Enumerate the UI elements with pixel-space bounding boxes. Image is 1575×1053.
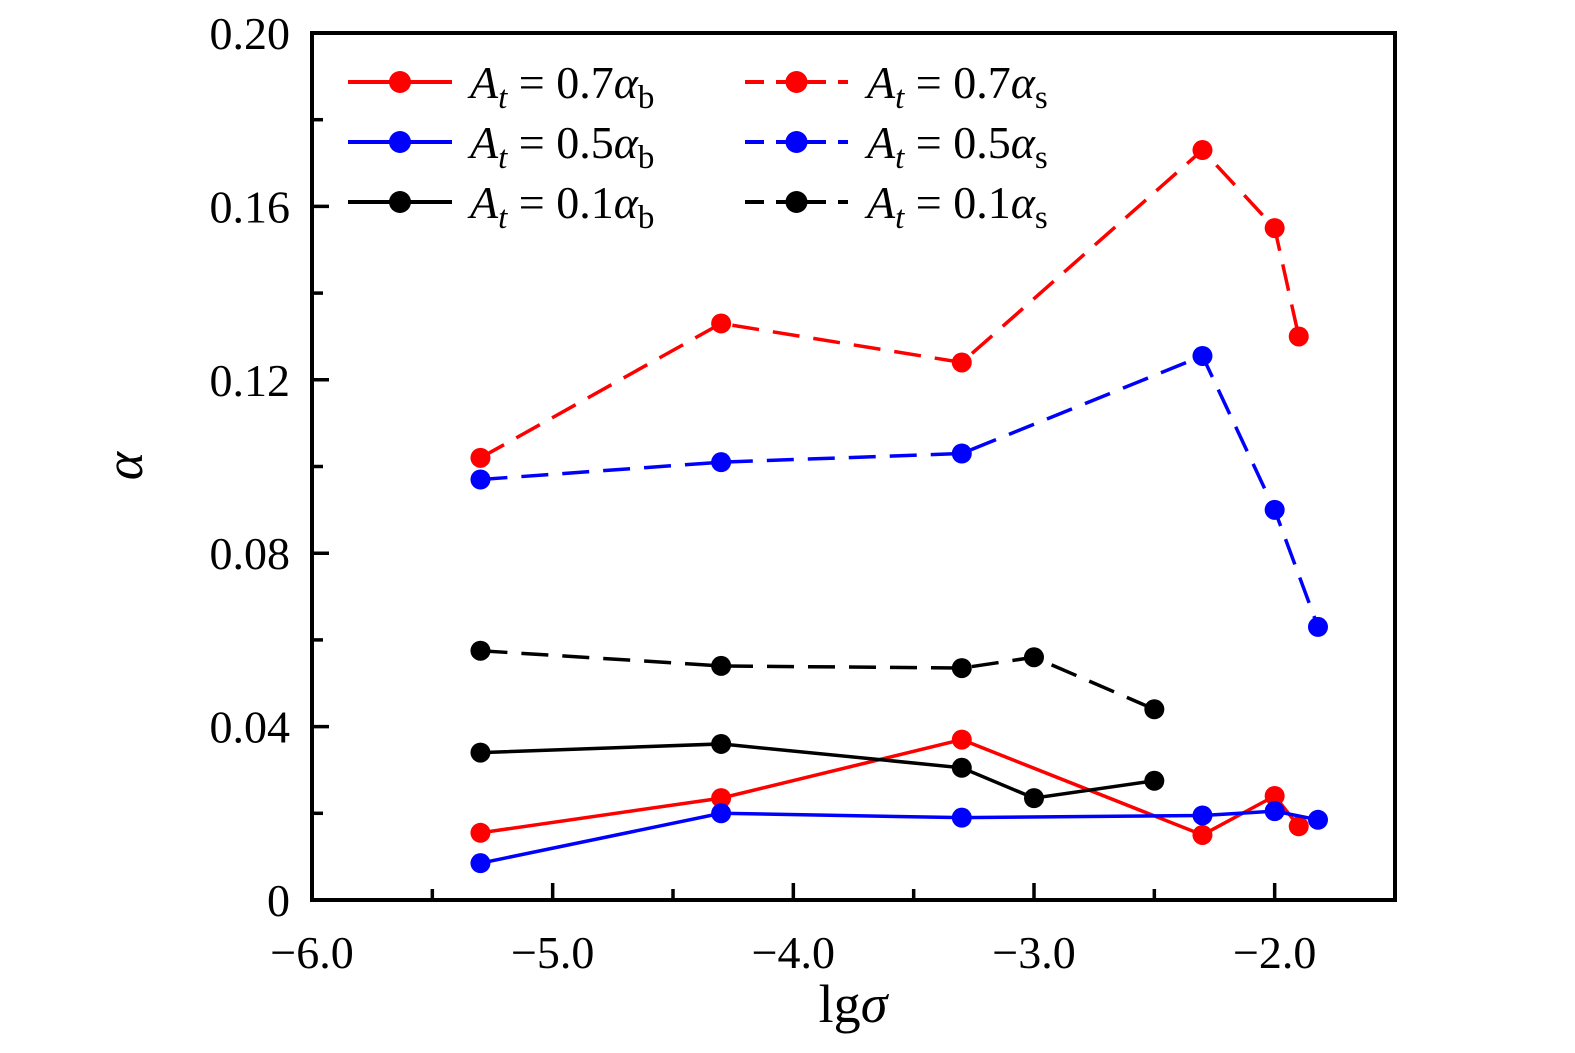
data-point: [1024, 647, 1044, 668]
legend-marker: [785, 71, 808, 93]
data-point: [711, 733, 732, 754]
data-point: [951, 757, 972, 778]
series-line: [480, 809, 1319, 865]
series-at-0p1-alpha-b: [470, 733, 1165, 809]
x-tick-label: −3.0: [992, 927, 1075, 978]
data-point: [951, 443, 972, 464]
series-at-0p1-alpha-s: [470, 640, 1165, 720]
data-point: [1264, 785, 1285, 806]
legend-label: At = 0.7αs: [864, 57, 1048, 116]
data-point: [1144, 699, 1165, 720]
legend-marker: [785, 191, 808, 213]
series-at-0p5-alpha-b: [470, 801, 1328, 874]
legend-item-at-0p5-alpha-b: At = 0.5αb: [348, 117, 654, 176]
data-point: [470, 469, 491, 490]
data-point: [470, 447, 491, 468]
data-point: [711, 803, 732, 824]
data-point: [951, 352, 972, 373]
data-point: [711, 788, 732, 809]
series-at-0p7-alpha-s: [470, 140, 1309, 468]
legend-marker: [389, 191, 411, 213]
data-point: [1264, 801, 1285, 822]
data-point: [1288, 326, 1309, 347]
y-tick-label: 0.16: [210, 181, 291, 232]
series-line: [480, 353, 1320, 628]
x-tick-label: −5.0: [511, 927, 594, 978]
y-tick-label: 0.08: [210, 528, 291, 579]
legend-label: At = 0.1αs: [864, 177, 1048, 236]
x-axis-title: lgσ: [819, 974, 890, 1034]
legend-item-at-0p7-alpha-b: At = 0.7αb: [348, 57, 654, 116]
plot-layer: −6.0 −5.0 −4.0 −3.0 −2.0 0 0.04 0.08 0.12 0.16 0.2…: [210, 8, 1397, 978]
legend-label: At = 0.5αs: [864, 117, 1048, 176]
legend-item-at-0p5-alpha-s: At = 0.5αs: [745, 117, 1048, 176]
series-line: [479, 147, 1301, 460]
legend-marker: [785, 131, 808, 153]
x-tick-label: −2.0: [1233, 927, 1316, 978]
x-tick-label: −6.0: [270, 927, 353, 978]
data-point: [1192, 805, 1213, 826]
data-point: [470, 742, 491, 763]
data-point: [470, 853, 491, 874]
data-point: [1307, 616, 1328, 637]
data-point: [1144, 770, 1165, 791]
series-at-0p7-alpha-b: [470, 729, 1309, 845]
y-axis-title: α: [94, 450, 154, 480]
data-point: [711, 655, 732, 676]
data-point: [951, 807, 972, 828]
data-point: [1192, 824, 1213, 845]
data-point: [711, 452, 732, 473]
data-point: [1192, 140, 1213, 161]
data-point: [1192, 345, 1213, 366]
data-point: [1264, 499, 1285, 520]
y-tick-label: 0.20: [210, 8, 291, 59]
data-point: [470, 822, 491, 843]
data-point: [711, 313, 732, 334]
legend-label: At = 0.1αb: [467, 177, 654, 236]
series-line: [480, 742, 1155, 800]
legend-marker: [389, 71, 411, 93]
legend-marker: [389, 131, 411, 153]
data-point: [1307, 809, 1328, 830]
series-line: [480, 648, 1156, 711]
series-at-0p5-alpha-s: [470, 345, 1328, 637]
y-tick-label: 0.04: [210, 702, 291, 753]
data-point: [951, 729, 972, 750]
data-point: [1024, 788, 1044, 809]
data-point: [951, 658, 972, 679]
y-tick-label: 0: [267, 875, 290, 926]
x-tick-label: −4.0: [752, 927, 835, 978]
legend-item-at-0p1-alpha-s: At = 0.1αs: [745, 177, 1048, 236]
legend-item-at-0p7-alpha-s: At = 0.7αs: [745, 57, 1048, 116]
y-tick-label: 0.12: [210, 355, 291, 406]
legend-label: At = 0.5αb: [467, 117, 654, 176]
series-line: [480, 737, 1301, 837]
data-point: [1264, 218, 1285, 239]
data-point: [1288, 816, 1309, 837]
legend-item-at-0p1-alpha-b: At = 0.1αb: [348, 177, 654, 236]
data-point: [470, 640, 491, 661]
legend-label: At = 0.7αb: [467, 57, 654, 116]
